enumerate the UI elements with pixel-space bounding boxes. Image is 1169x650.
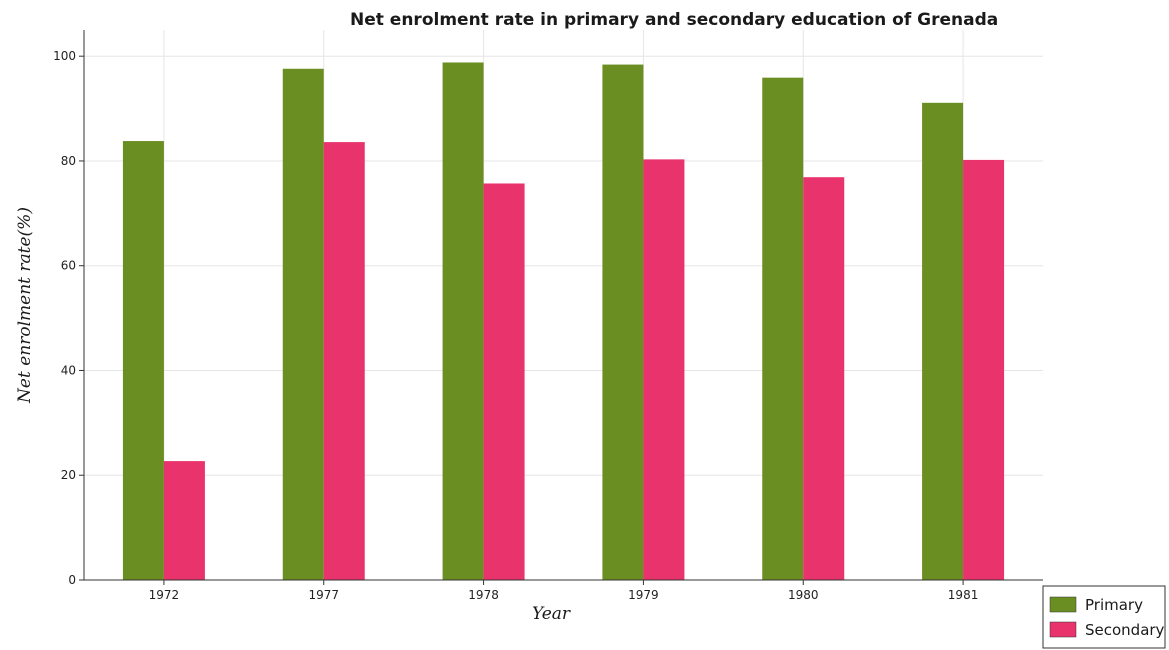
- legend-label-secondary: Secondary: [1085, 621, 1165, 639]
- chart-title: Net enrolment rate in primary and second…: [350, 10, 998, 30]
- x-tick-label: 1978: [468, 588, 499, 602]
- bar-primary-1979: [602, 64, 644, 581]
- legend-swatch-primary: [1049, 596, 1077, 613]
- bar-secondary-1972: [163, 461, 205, 580]
- bar-primary-1978: [442, 62, 484, 580]
- bar-secondary-1980: [803, 177, 845, 580]
- legend-label-primary: Primary: [1085, 596, 1143, 614]
- x-tick-label: 1981: [948, 588, 979, 602]
- bar-primary-1980: [762, 77, 804, 581]
- y-tick-label: 60: [61, 259, 76, 273]
- x-tick-label: 1972: [149, 588, 180, 602]
- x-ticks: 1972 1977 1978 1979 1980 1981: [149, 580, 979, 602]
- x-tick-label: 1977: [308, 588, 339, 602]
- y-tick-label: 100: [53, 49, 76, 63]
- bar-secondary-1979: [643, 159, 685, 580]
- y-tick-label: 0: [68, 573, 76, 587]
- y-tick-label: 20: [61, 468, 76, 482]
- legend: Primary Secondary: [1042, 585, 1166, 649]
- bar-secondary-1981: [963, 159, 1005, 580]
- y-tick-label: 80: [61, 154, 76, 168]
- legend-swatch-secondary: [1049, 621, 1077, 638]
- y-ticks: 0 20 40 60 80 100: [53, 49, 84, 587]
- y-tick-label: 40: [61, 363, 76, 377]
- bar-primary-1972: [122, 141, 164, 581]
- bar-primary-1977: [282, 68, 324, 580]
- x-axis-title: Year: [532, 604, 571, 624]
- y-axis-title: Net enrolment rate(%): [15, 207, 35, 404]
- bar-secondary-1978: [483, 183, 525, 580]
- grid: [84, 30, 1043, 581]
- legend-box: [1042, 585, 1166, 649]
- bar-primary-1981: [922, 102, 964, 581]
- x-tick-label: 1980: [788, 588, 819, 602]
- bar-secondary-1977: [323, 142, 365, 580]
- x-tick-label: 1979: [628, 588, 659, 602]
- bars: [122, 62, 1005, 581]
